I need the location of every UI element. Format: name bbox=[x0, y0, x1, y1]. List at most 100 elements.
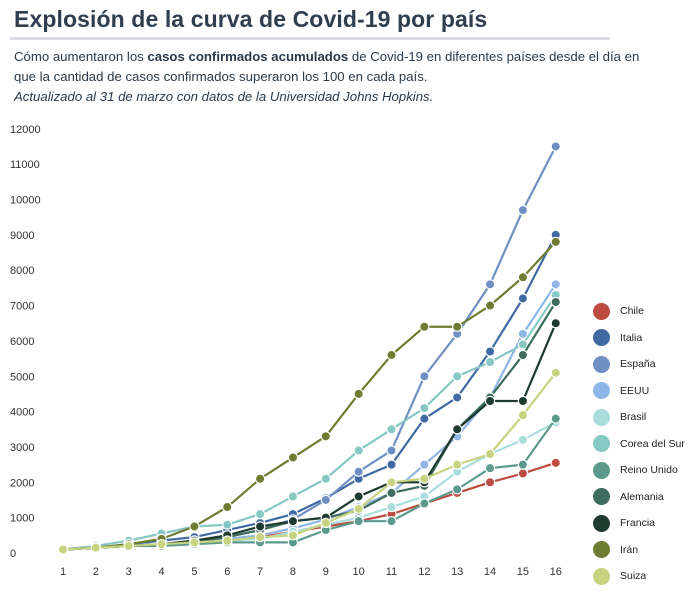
series-line-espana bbox=[62, 145, 557, 551]
data-point-suiza bbox=[419, 473, 430, 484]
data-point-suiza bbox=[517, 409, 529, 421]
data-point-chile bbox=[517, 468, 529, 479]
data-point-espana bbox=[484, 279, 496, 290]
y-tick-label: 1000 bbox=[10, 513, 34, 525]
series-brasil bbox=[57, 417, 561, 555]
legend-swatch bbox=[593, 302, 610, 320]
data-point-iran bbox=[222, 501, 233, 513]
y-tick-label: 3000 bbox=[10, 442, 34, 454]
x-tick-label: 12 bbox=[418, 566, 430, 578]
page-title: Explosión de la curva de Covid-19 por pa… bbox=[14, 6, 488, 32]
data-point-brasil bbox=[386, 501, 397, 513]
chart-legend: Chile Italia España EEUU Brasil Corea del Sur… bbox=[593, 298, 685, 590]
data-point-reino-unido bbox=[484, 462, 496, 474]
x-tick-label: 11 bbox=[386, 566, 397, 578]
data-point-iran bbox=[419, 321, 430, 332]
data-point-iran bbox=[452, 321, 463, 332]
x-tick-label: 7 bbox=[257, 566, 263, 578]
series-corea-del-sur bbox=[57, 289, 561, 555]
subtitle-text-bold: casos confirmados acumulados bbox=[147, 49, 349, 64]
legend-swatch bbox=[593, 382, 610, 400]
data-point-chile bbox=[550, 457, 561, 469]
data-point-espana bbox=[419, 371, 430, 382]
legend-label: Reino Unido bbox=[620, 464, 678, 477]
data-point-francia bbox=[517, 395, 529, 407]
data-point-reino-unido bbox=[452, 484, 463, 495]
data-point-italia bbox=[419, 413, 430, 424]
series-line-corea-del-sur bbox=[62, 294, 557, 551]
legend-item-reino-unido: Reino Unido bbox=[593, 457, 685, 484]
data-point-corea-del-sur bbox=[287, 491, 299, 502]
data-point-suiza bbox=[123, 540, 134, 552]
y-tick-label: 2000 bbox=[10, 477, 34, 489]
y-tick-label: 11000 bbox=[10, 159, 40, 171]
x-tick-label: 16 bbox=[550, 566, 562, 578]
data-point-francia bbox=[452, 424, 463, 435]
legend-swatch bbox=[593, 329, 610, 347]
chart-subtitle: Cómo aumentaron los casos confirmados ac… bbox=[14, 47, 654, 87]
data-point-espana bbox=[517, 204, 529, 216]
data-point-chile bbox=[484, 477, 496, 488]
data-point-suiza bbox=[287, 530, 299, 541]
y-tick-label: 9000 bbox=[10, 230, 34, 242]
data-point-corea-del-sur bbox=[254, 508, 266, 520]
data-point-corea-del-sur bbox=[452, 371, 463, 382]
legend-item-alemania: Alemania bbox=[593, 484, 685, 511]
data-point-reino-unido bbox=[419, 498, 430, 509]
data-point-iran bbox=[484, 300, 496, 311]
data-point-italia bbox=[386, 459, 397, 470]
legend-item-eeuu: EEUU bbox=[593, 378, 685, 405]
data-point-iran bbox=[254, 473, 266, 484]
x-tick-label: 9 bbox=[323, 566, 329, 578]
data-point-suiza bbox=[320, 517, 331, 529]
data-point-italia bbox=[517, 293, 529, 304]
data-point-brasil bbox=[517, 434, 529, 446]
x-tick-label: 8 bbox=[290, 566, 296, 578]
data-point-alemania bbox=[386, 487, 397, 499]
title-divider bbox=[10, 37, 610, 40]
legend-label: Francia bbox=[620, 517, 656, 530]
data-point-reino-unido bbox=[550, 413, 561, 424]
x-tick-label: 10 bbox=[353, 566, 365, 578]
legend-item-suiza: Suiza bbox=[593, 563, 685, 590]
legend-swatch bbox=[593, 355, 610, 373]
data-point-iran bbox=[550, 236, 561, 248]
legend-swatch bbox=[593, 408, 610, 426]
legend-label: España bbox=[620, 358, 656, 371]
legend-label: Suiza bbox=[620, 570, 647, 583]
series-iran bbox=[57, 236, 561, 555]
data-point-corea-del-sur bbox=[419, 402, 430, 414]
data-point-francia bbox=[287, 515, 299, 527]
series-espana bbox=[57, 141, 561, 555]
data-point-corea-del-sur bbox=[222, 519, 233, 530]
legend-item-brasil: Brasil bbox=[593, 404, 685, 431]
y-tick-label: 0 bbox=[10, 548, 16, 560]
y-tick-label: 6000 bbox=[10, 336, 34, 348]
x-tick-label: 2 bbox=[93, 566, 99, 578]
series-line-suiza bbox=[62, 372, 557, 551]
data-point-suiza bbox=[550, 367, 561, 378]
data-point-francia bbox=[550, 318, 561, 329]
data-point-reino-unido bbox=[517, 459, 529, 470]
data-point-suiza bbox=[452, 459, 463, 470]
legend-item-chile: Chile bbox=[593, 298, 685, 325]
legend-swatch bbox=[593, 514, 610, 532]
data-point-eeuu bbox=[550, 279, 561, 290]
legend-label: Italia bbox=[620, 331, 643, 344]
y-tick-label: 5000 bbox=[10, 371, 34, 383]
legend-item-iran: Irán bbox=[593, 537, 685, 564]
data-point-reino-unido bbox=[386, 515, 397, 527]
data-point-espana bbox=[550, 141, 561, 152]
y-tick-label: 12000 bbox=[10, 124, 41, 136]
data-point-suiza bbox=[90, 542, 102, 553]
y-tick-label: 4000 bbox=[10, 407, 34, 419]
series-eeuu bbox=[57, 279, 561, 555]
data-point-iran bbox=[189, 521, 200, 532]
legend-label: Brasil bbox=[620, 411, 647, 424]
data-point-corea-del-sur bbox=[386, 424, 397, 435]
legend-label: EEUU bbox=[620, 384, 650, 397]
data-point-espana bbox=[386, 445, 397, 456]
data-point-iran bbox=[386, 349, 397, 361]
data-point-francia bbox=[484, 395, 496, 407]
x-tick-label: 1 bbox=[60, 566, 66, 578]
